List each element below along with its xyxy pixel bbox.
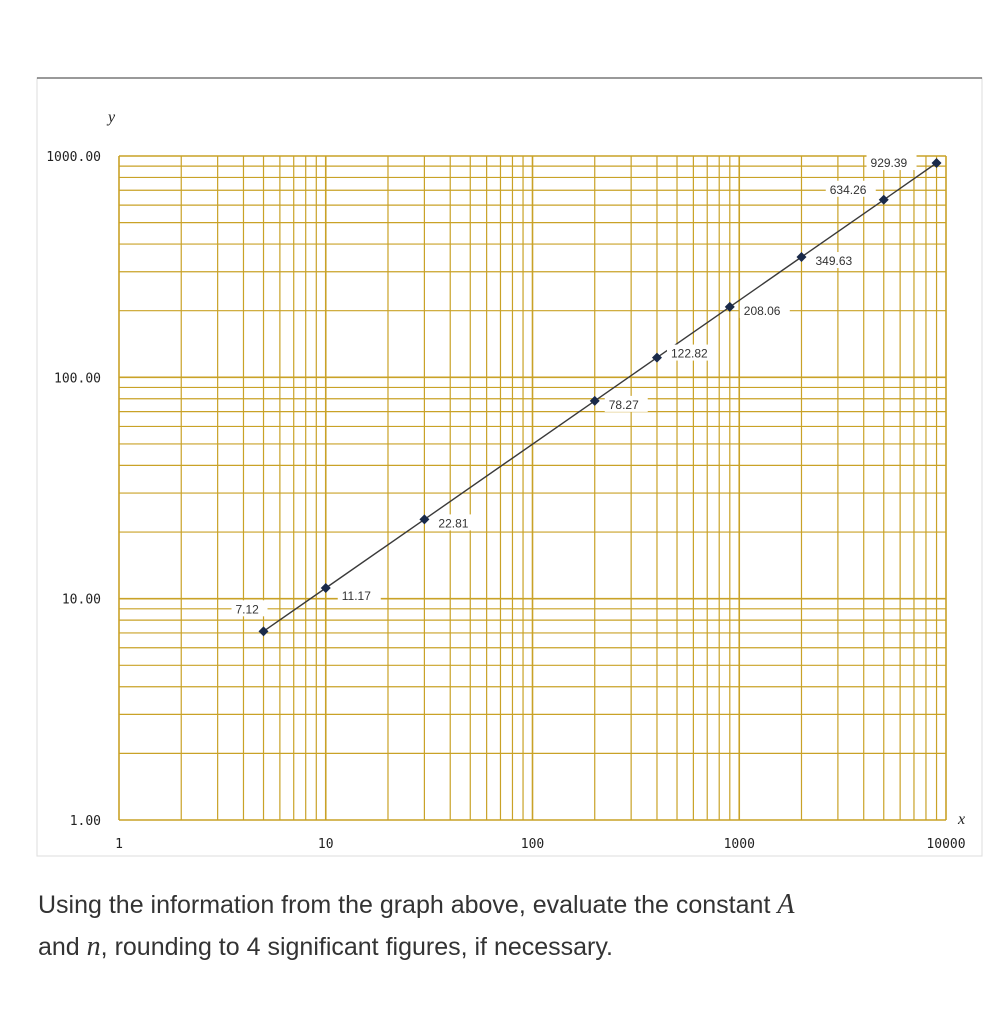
x-tick-label: 10000 bbox=[926, 837, 965, 852]
data-label-box bbox=[666, 344, 717, 361]
y-tick-label: 10.00 bbox=[62, 593, 101, 608]
x-tick-label: 10 bbox=[318, 837, 334, 852]
data-labels: 7.12 11.17 22.81 78.27 122.82 208.06 349.63 634… bbox=[231, 154, 917, 617]
data-point bbox=[878, 194, 889, 205]
y-tick-label: 100.00 bbox=[54, 371, 101, 386]
data-point bbox=[796, 252, 807, 263]
y-tick-label: 1.00 bbox=[70, 814, 101, 829]
data-label-box bbox=[866, 154, 917, 171]
question-part-2: and bbox=[38, 933, 87, 961]
data-point bbox=[589, 395, 600, 406]
data-point bbox=[419, 514, 430, 525]
log-log-chart: 7.12 11.17 22.81 78.27 122.82 208.06 349.63 634… bbox=[36, 77, 983, 857]
data-markers bbox=[258, 158, 942, 637]
data-label: 929.39 bbox=[871, 156, 908, 170]
chart-container: 7.12 11.17 22.81 78.27 122.82 208.06 349.63 634… bbox=[36, 77, 983, 857]
variable-a: A bbox=[777, 889, 795, 920]
question-part-3: , rounding to 4 significant figures, if … bbox=[100, 933, 613, 961]
data-label: 208.06 bbox=[744, 304, 781, 318]
data-label: 11.17 bbox=[342, 589, 371, 603]
data-label: 22.81 bbox=[438, 516, 468, 530]
data-label-box bbox=[231, 600, 268, 617]
grid bbox=[118, 155, 947, 821]
tick-labels: 1 10 100 1000 10000 1.00 10.00 100.00 1000.00 bbox=[46, 150, 965, 852]
data-label-box bbox=[825, 180, 876, 197]
data-label-box bbox=[811, 252, 862, 269]
data-label: 634.26 bbox=[830, 183, 867, 197]
data-label-box bbox=[434, 514, 478, 531]
question-part-1: Using the information from the graph abo… bbox=[38, 891, 778, 919]
data-point bbox=[258, 626, 269, 637]
question-text: Using the information from the graph abo… bbox=[38, 884, 968, 968]
data-label-box bbox=[337, 587, 381, 604]
data-point bbox=[724, 301, 735, 312]
x-tick-label: 100 bbox=[521, 837, 544, 852]
data-label: 7.12 bbox=[236, 602, 260, 616]
y-axis-label: y bbox=[106, 109, 116, 126]
data-point bbox=[320, 583, 331, 594]
x-axis-label: x bbox=[957, 811, 965, 828]
x-tick-label: 1000 bbox=[724, 837, 755, 852]
data-point bbox=[651, 352, 662, 363]
data-label-box bbox=[739, 301, 790, 318]
variable-n: n bbox=[86, 931, 101, 962]
x-tick-label: 1 bbox=[115, 837, 123, 852]
data-label: 78.27 bbox=[609, 398, 639, 412]
data-label: 349.63 bbox=[815, 254, 852, 268]
y-tick-label: 1000.00 bbox=[46, 150, 101, 165]
data-label-box bbox=[604, 395, 648, 412]
data-point bbox=[931, 158, 942, 169]
data-label: 122.82 bbox=[671, 347, 708, 361]
